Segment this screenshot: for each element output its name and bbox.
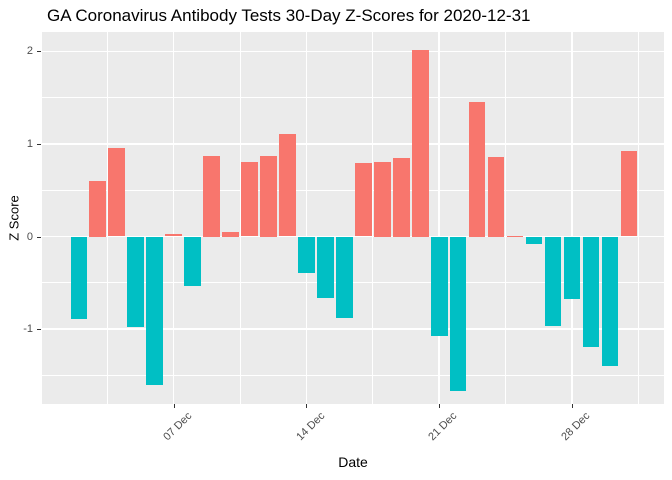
y-tick-label: 0	[26, 230, 33, 243]
bar-2020-12-29	[582, 236, 600, 347]
x-tick-label: 21 Dec	[426, 410, 460, 444]
bar-2020-12-13	[279, 133, 296, 237]
y-tick-label: -1	[23, 323, 33, 336]
chart-title: GA Coronavirus Antibody Tests 30-Day Z-S…	[47, 6, 531, 25]
bar-2020-12-28	[563, 236, 581, 300]
x-major-gridline	[571, 32, 573, 404]
x-minor-gridline	[372, 32, 374, 404]
bar-2020-12-06	[146, 236, 163, 385]
bar-2020-12-19	[392, 157, 410, 237]
x-major-gridline	[305, 32, 308, 404]
x-major-gridline	[438, 32, 441, 404]
y-major-gridline	[42, 328, 664, 330]
y-major-gridline	[42, 50, 664, 53]
bar-2020-12-03	[89, 180, 107, 237]
bar-2020-12-02	[70, 236, 88, 319]
y-minor-gridline	[42, 374, 664, 376]
plot-panel	[42, 32, 664, 404]
bar-2020-12-04	[108, 147, 126, 237]
bar-2020-12-17	[355, 163, 372, 237]
bar-2020-12-22	[449, 236, 467, 392]
x-tick-label: 07 Dec	[161, 410, 195, 444]
y-tick-mark	[37, 143, 41, 145]
bar-2020-12-20	[411, 49, 429, 237]
bar-2020-12-31	[620, 151, 638, 237]
x-tick-mark	[571, 404, 573, 408]
x-tick-label: 28 Dec	[559, 410, 593, 444]
y-tick-mark	[37, 51, 41, 53]
y-tick-mark	[37, 236, 41, 238]
bar-2020-12-10	[222, 231, 239, 237]
bar-2020-12-15	[317, 236, 334, 298]
bar-2020-12-05	[127, 236, 144, 328]
x-minor-gridline	[637, 32, 639, 404]
bar-2020-12-30	[601, 236, 619, 367]
bar-2020-12-18	[374, 161, 391, 237]
y-major-gridline	[42, 235, 664, 238]
bar-2020-12-12	[260, 156, 277, 237]
bar-2020-12-11	[241, 162, 258, 237]
bar-2020-12-08	[184, 236, 201, 286]
bar-2020-12-09	[203, 156, 220, 237]
y-minor-gridline	[42, 97, 664, 99]
y-minor-gridline	[42, 189, 664, 191]
bar-2020-12-23	[468, 102, 486, 237]
bar-2020-12-07	[165, 233, 182, 237]
x-minor-gridline	[505, 32, 507, 404]
x-minor-gridline	[239, 32, 241, 404]
x-tick-mark	[439, 404, 441, 408]
x-tick-label: 14 Dec	[293, 410, 327, 444]
bar-2020-12-27	[544, 236, 562, 327]
y-tick-label: 1	[26, 137, 33, 150]
bar-2020-12-14	[298, 236, 315, 273]
y-major-gridline	[42, 143, 664, 145]
x-major-gridline	[172, 32, 175, 404]
bar-2020-12-21	[430, 236, 448, 337]
x-axis-title: Date	[338, 454, 368, 470]
bar-2020-12-24	[487, 156, 505, 237]
bar-2020-12-26	[525, 236, 543, 244]
y-tick-label: 2	[26, 45, 33, 58]
x-tick-mark	[306, 404, 308, 408]
bar-2020-12-25	[506, 235, 524, 237]
bar-2020-12-16	[336, 236, 353, 318]
y-axis-title: Z Score	[6, 195, 22, 241]
y-tick-mark	[37, 329, 41, 331]
y-minor-gridline	[42, 282, 664, 284]
x-minor-gridline	[106, 32, 108, 404]
x-tick-mark	[173, 404, 175, 408]
